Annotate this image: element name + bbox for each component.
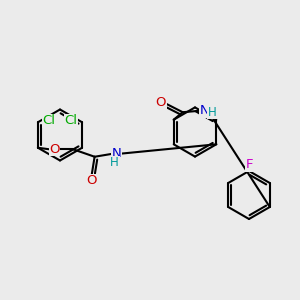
- Text: O: O: [86, 174, 97, 187]
- Text: H: H: [110, 156, 119, 169]
- Text: F: F: [245, 158, 253, 171]
- Text: O: O: [155, 96, 166, 109]
- Text: N: N: [111, 147, 121, 160]
- Text: Cl: Cl: [42, 114, 56, 127]
- Text: Cl: Cl: [64, 114, 78, 127]
- Text: H: H: [207, 106, 216, 119]
- Text: O: O: [49, 143, 60, 156]
- Text: N: N: [200, 104, 209, 117]
